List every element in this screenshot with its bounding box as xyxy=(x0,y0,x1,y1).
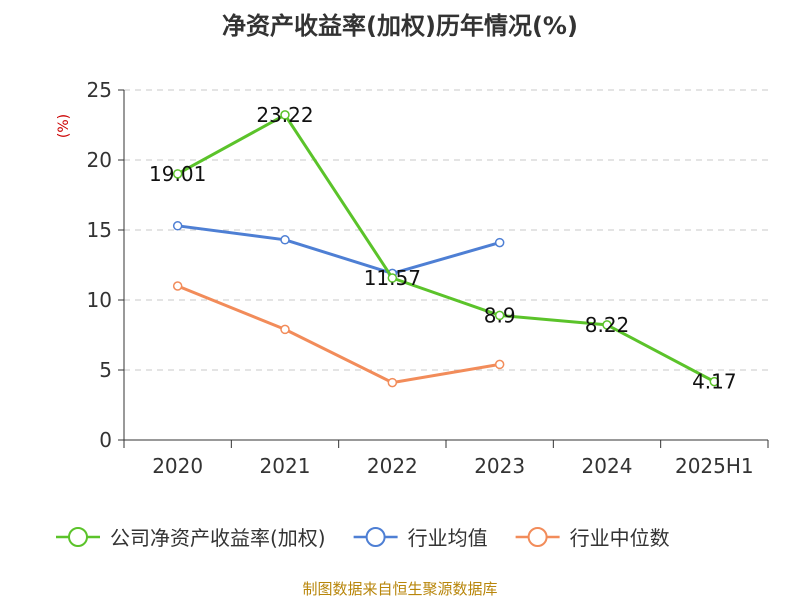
legend-marker xyxy=(68,527,88,547)
legend: 公司净资产收益率(加权) 行业均值 行业中位数 xyxy=(56,526,670,550)
x-tick-label: 2025H1 xyxy=(675,454,754,478)
data-point xyxy=(172,169,183,179)
series-line xyxy=(176,113,716,383)
x-tick-label: 2020 xyxy=(152,454,203,478)
data-point xyxy=(172,221,183,231)
x-tick-label: 2021 xyxy=(260,454,311,478)
data-point xyxy=(387,377,398,388)
gridlines xyxy=(124,89,768,371)
legend-marker xyxy=(365,527,386,547)
legend-label: 公司净资产收益率(加权) xyxy=(110,526,326,550)
axes: 0 5 10 15 20 25 2020 2021 2022 2023 2024 2025H1 xyxy=(87,78,769,478)
data-point xyxy=(280,235,290,245)
y-tick-label: 5 xyxy=(99,358,112,382)
data-point xyxy=(494,237,505,248)
data-point xyxy=(280,110,290,120)
data-label: 23.22 xyxy=(256,103,313,127)
data-label: 19.01 xyxy=(149,162,206,186)
series-1 xyxy=(172,221,505,279)
data-label: 8.22 xyxy=(585,313,630,337)
legend-label: 行业中位数 xyxy=(570,526,670,550)
source-note: 制图数据来自恒生聚源数据库 xyxy=(302,580,497,598)
data-point xyxy=(280,324,290,335)
legend-label: 行业均值 xyxy=(408,526,488,550)
x-tick-label: 2022 xyxy=(367,454,418,478)
data-label: 11.57 xyxy=(364,266,421,290)
y-tick-label: 15 xyxy=(87,218,112,242)
data-point xyxy=(494,310,505,321)
legend-item-1: 行业均值 xyxy=(353,526,488,550)
series-0 xyxy=(172,110,720,387)
data-point xyxy=(494,359,505,370)
y-tick-label: 10 xyxy=(87,288,112,312)
data-point xyxy=(602,320,612,330)
chart-title: 净资产收益率(加权)历年情况(%) xyxy=(222,12,578,40)
series-line xyxy=(177,284,500,385)
y-tick-label: 25 xyxy=(87,78,112,102)
data-point xyxy=(387,273,398,283)
data-labels: 19.01 23.22 11.57 8.9 8.22 4.17 xyxy=(149,103,737,394)
legend-item-0: 公司净资产收益率(加权) xyxy=(56,526,326,550)
y-axis-label: (%) xyxy=(56,114,72,138)
x-tick-label: 2024 xyxy=(582,454,633,478)
x-tick-label: 2023 xyxy=(474,454,525,478)
series-layer xyxy=(172,110,720,388)
data-label: 8.9 xyxy=(484,303,516,327)
data-label: 4.17 xyxy=(692,370,737,394)
series-line xyxy=(177,224,501,275)
data-point xyxy=(172,281,183,291)
legend-marker xyxy=(527,527,548,547)
data-point xyxy=(709,376,720,387)
y-tick-label: 0 xyxy=(99,428,112,452)
series-2 xyxy=(172,281,505,388)
legend-item-2: 行业中位数 xyxy=(515,526,670,550)
y-tick-label: 20 xyxy=(87,148,112,172)
